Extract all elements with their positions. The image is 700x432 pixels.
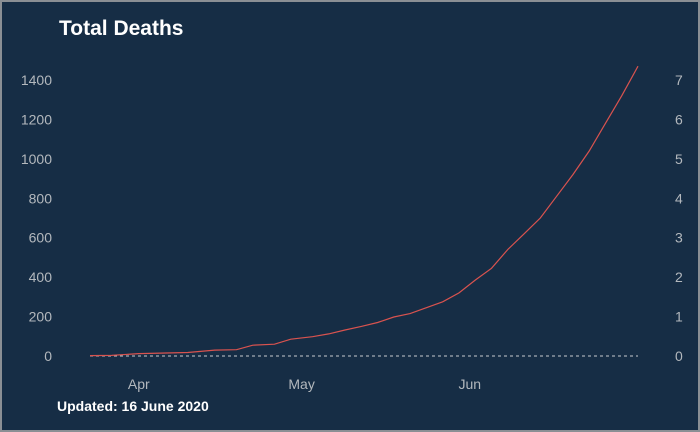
right-y-tick: 5 xyxy=(675,151,683,167)
left-y-tick: 800 xyxy=(29,190,53,206)
left-y-tick: 1200 xyxy=(21,111,52,127)
right-y-tick: 2 xyxy=(675,269,683,285)
right-y-tick: 4 xyxy=(675,190,683,206)
left-y-tick: 1000 xyxy=(21,151,52,167)
x-axis: Apr May Jun xyxy=(128,376,481,392)
left-y-tick: 1400 xyxy=(21,72,52,88)
right-y-tick: 6 xyxy=(675,111,683,127)
left-y-tick: 200 xyxy=(29,309,53,325)
left-y-axis: 0 200 400 600 800 1000 1200 1400 xyxy=(21,72,52,364)
right-y-tick: 3 xyxy=(675,230,683,246)
x-tick: Apr xyxy=(128,376,150,392)
left-y-tick: 400 xyxy=(29,269,53,285)
total-deaths-line xyxy=(89,65,639,357)
right-y-tick: 1 xyxy=(675,309,683,325)
left-y-tick: 600 xyxy=(29,230,53,246)
right-y-tick: 7 xyxy=(675,72,683,88)
right-y-axis: 0 1 2 3 4 5 6 7 xyxy=(675,72,683,364)
x-tick: Jun xyxy=(459,376,482,392)
right-y-tick: 0 xyxy=(675,348,683,364)
left-y-tick: 0 xyxy=(44,348,52,364)
chart-title: Total Deaths xyxy=(59,17,184,40)
x-tick: May xyxy=(288,376,314,392)
updated-label: Updated: 16 June 2020 xyxy=(57,398,209,414)
